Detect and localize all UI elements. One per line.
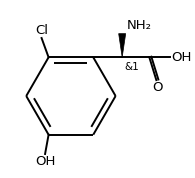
Text: O: O	[152, 82, 162, 95]
Polygon shape	[119, 34, 126, 57]
Text: NH₂: NH₂	[127, 19, 152, 32]
Text: OH: OH	[171, 51, 192, 64]
Text: Cl: Cl	[35, 24, 48, 37]
Text: &1: &1	[124, 62, 139, 72]
Text: OH: OH	[35, 155, 55, 168]
